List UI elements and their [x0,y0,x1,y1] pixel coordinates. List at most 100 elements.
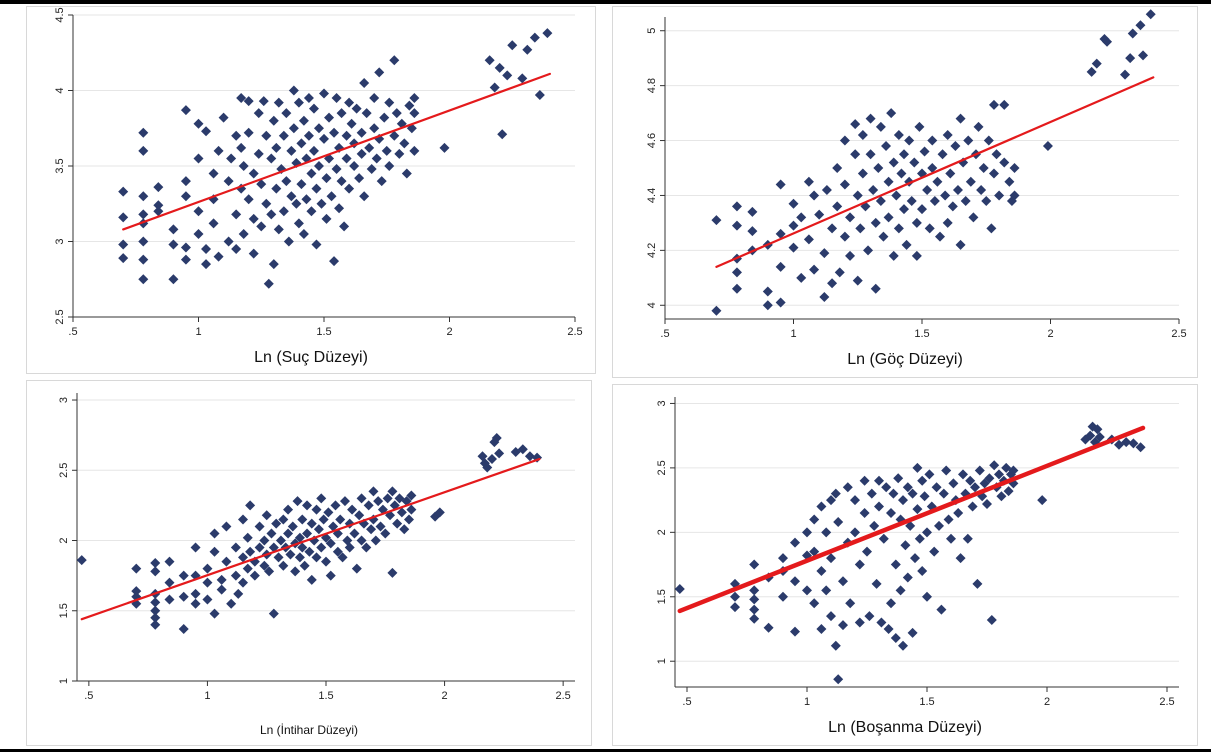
data-point [379,112,390,123]
data-point [178,570,189,581]
data-point [898,495,908,506]
data-point [266,528,277,539]
data-point [319,88,329,99]
data-point [304,546,315,557]
data-point [943,514,954,525]
data-point [233,588,244,599]
data-point [802,527,812,538]
data-point [283,236,294,247]
x-tick-label: 2 [446,326,452,338]
data-point [273,97,284,108]
data-point [826,495,836,506]
data-point [311,552,322,563]
data-point [369,123,380,134]
data-point [261,130,272,141]
y-tick-label: 4.2 [646,243,658,258]
x-tick-label: 1.5 [919,696,934,708]
y-tick-label: 3 [54,238,66,244]
data-point [790,576,800,587]
x-tick-label: 1 [195,326,201,338]
data-point [356,148,367,159]
data-point [278,514,289,525]
data-point [529,32,540,43]
data-point [337,552,348,563]
data-point [236,93,247,104]
data-point [230,570,241,581]
data-point [391,108,402,119]
data-point [268,115,279,126]
data-point [802,585,812,596]
data-point [1127,28,1138,39]
data-point [1135,442,1146,453]
data-point [982,498,992,509]
data-point [976,184,987,195]
data-point [364,142,375,153]
data-point [927,135,938,146]
data-point [351,563,362,574]
data-point [883,624,894,634]
data-point [266,209,277,220]
scatter-plot-intihar: 1 1.5 2 2.5 3 .5 1 1.5 2 2.5 [58,393,575,702]
data-point [293,97,304,108]
data-point [275,535,286,546]
data-point [319,133,329,144]
data-point [1004,176,1015,187]
data-point [1125,53,1136,64]
data-point [1003,486,1014,497]
data-point [962,533,973,544]
data-point [749,613,760,624]
data-point [387,567,398,578]
data-point [190,570,201,581]
data-point [830,640,841,651]
data-point [1080,434,1091,445]
data-point [1085,430,1096,441]
data-point [330,500,341,511]
data-point [790,537,800,548]
scatter-plot-suc: 2.5 3 3.5 4 4.5 .5 1 1.5 2 2.5 [54,7,583,338]
data-point [871,578,882,589]
data-point [278,206,289,217]
data-point [256,179,267,190]
data-point [180,191,191,202]
y-tick-label: 1 [656,658,668,664]
data-point [268,608,279,619]
data-point [955,113,966,124]
data-point [819,248,830,259]
data-point [1091,58,1102,69]
data-point [542,28,553,39]
data-point [826,553,836,564]
data-point [271,518,282,529]
data-point [341,130,352,141]
x-tick-label: .5 [660,328,669,340]
data-point [904,135,915,146]
data-point [329,127,340,138]
data-point [349,161,360,171]
data-point [292,496,303,507]
data-point [298,115,309,126]
data-point [268,259,279,270]
data-point [306,574,317,585]
data-point [730,591,740,602]
data-point [517,73,528,84]
data-point [674,584,685,595]
data-point [371,153,382,164]
data-point [534,90,545,101]
data-point [341,153,352,164]
data-point [213,251,224,262]
data-point [281,176,292,187]
data-point [917,475,928,486]
data-point [221,556,232,567]
data-point [881,482,892,493]
data-point [313,123,324,134]
data-point [231,209,242,220]
data-point [201,244,212,255]
data-point [827,223,838,234]
data-point [796,272,807,283]
data-point [334,203,345,214]
y-tick-label: 4 [54,87,66,93]
x-tick-label: 2.5 [1159,696,1174,708]
data-point [382,493,393,504]
data-point [994,190,1005,201]
data-point [339,221,350,232]
data-point [259,535,270,546]
